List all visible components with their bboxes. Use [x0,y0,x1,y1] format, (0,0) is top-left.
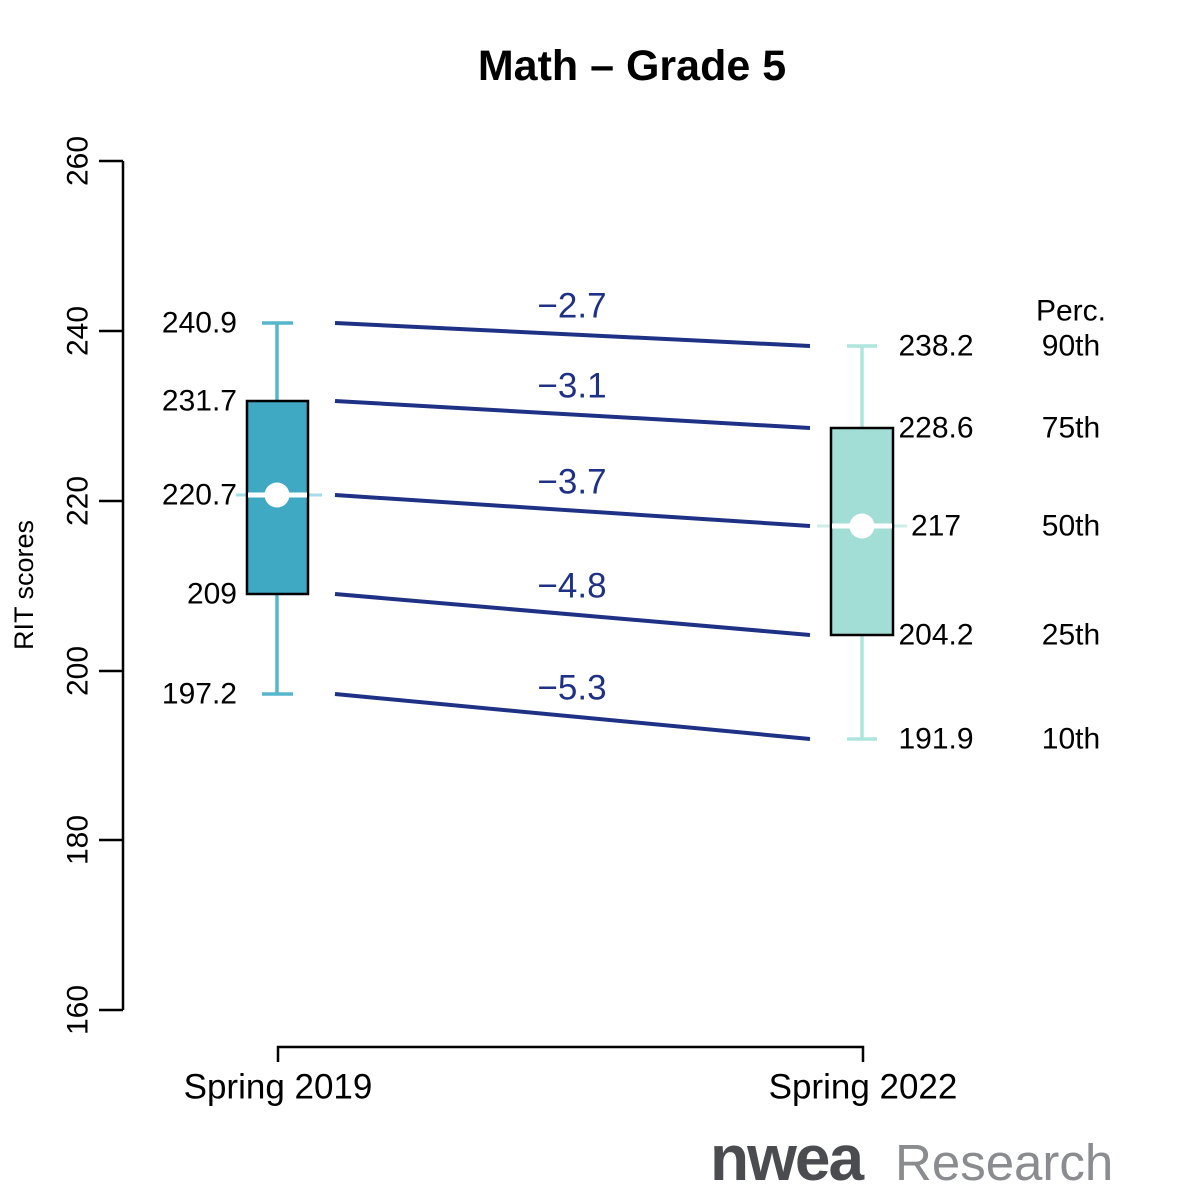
chart-title: Math – Grade 5 [478,42,786,90]
x-label-spring-2022: Spring 2022 [769,1068,958,1107]
median-dot-2019 [264,482,290,508]
percentile-column: Perc. 90th 75th 50th 25th 10th [1036,295,1106,756]
whisker-2019 [262,321,293,696]
y-tick-label: 200 [62,646,95,696]
y-axis-tick-labels: 260 240 220 200 180 160 [62,136,95,1035]
boxplot-spring-2022 [817,344,907,741]
diff-line-25th [334,592,811,637]
logo-suffix-text: Research [895,1134,1113,1191]
nwea-research-logo: nwea Research [710,1122,1113,1194]
diff-label-90th: −2.7 [537,287,606,326]
x-label-spring-2019: Spring 2019 [184,1068,373,1107]
value-2022-25th: 204.2 [898,619,973,652]
value-2019-90th: 240.9 [162,307,237,340]
diff-label-10th: −5.3 [537,669,606,708]
value-2019-25th: 209 [187,578,237,611]
percentile-75th: 75th [1042,412,1100,445]
diff-label-75th: −3.1 [537,367,606,406]
percentile-10th: 10th [1042,723,1100,756]
percentile-header: Perc. [1036,295,1106,328]
y-tick-label: 260 [62,136,95,186]
diff-line-50th [334,493,811,528]
value-2019-75th: 231.7 [162,385,237,418]
diff-line-90th [334,321,811,348]
difference-lines [334,321,811,741]
y-tick-label: 220 [62,476,95,526]
x-axis-bracket [276,1045,865,1062]
value-labels-2022: 238.2 228.6 217 204.2 191.9 [898,330,973,756]
value-2022-75th: 228.6 [898,412,973,445]
percentile-50th: 50th [1042,510,1100,543]
y-axis-ticks [99,159,123,1012]
y-axis-title: RIT scores [9,520,39,650]
value-2019-50th: 220.7 [162,479,237,512]
percentile-90th: 90th [1042,330,1100,363]
diff-label-25th: −4.8 [537,567,606,606]
diff-label-50th: −3.7 [537,463,606,502]
logo-brand-text: nwea [710,1122,864,1194]
y-tick-label: 240 [62,306,95,356]
percentile-25th: 25th [1042,619,1100,652]
value-2022-50th: 217 [911,510,961,543]
value-labels-2019: 240.9 231.7 220.7 209 197.2 [162,307,237,711]
y-tick-label: 160 [62,985,95,1035]
diff-line-10th [334,692,811,741]
boxplot-spring-2019 [236,321,322,696]
median-dot-2022 [849,513,875,539]
value-2022-90th: 238.2 [898,330,973,363]
diff-line-75th [334,399,811,430]
difference-labels: −2.7 −3.1 −3.7 −4.8 −5.3 [537,287,606,708]
value-2019-10th: 197.2 [162,678,237,711]
whisker-2022 [847,344,877,741]
value-2022-10th: 191.9 [898,723,973,756]
y-tick-label: 180 [62,815,95,865]
